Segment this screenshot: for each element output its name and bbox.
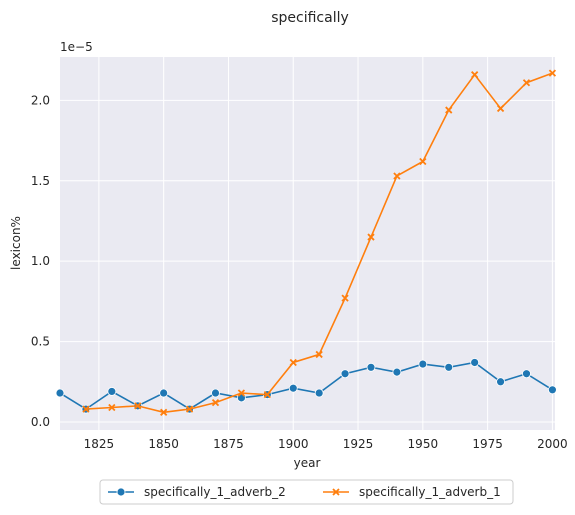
data-point <box>548 69 557 77</box>
x-tick-label: 1900 <box>278 437 309 451</box>
legend-label: specifically_1_adverb_1 <box>359 485 501 499</box>
data-point <box>315 350 323 359</box>
data-point <box>496 377 505 387</box>
x-tick-label: 1825 <box>84 437 115 451</box>
data-point <box>263 390 271 399</box>
data-point <box>522 369 531 379</box>
y-tick-label: 1.5 <box>31 174 50 188</box>
data-point <box>471 71 479 79</box>
data-point <box>340 369 350 379</box>
data-point <box>160 408 168 416</box>
data-point <box>314 388 324 398</box>
legend-marker <box>332 488 340 496</box>
x-tick-label: 1925 <box>343 437 374 451</box>
y-tick-label: 2.0 <box>31 93 50 107</box>
data-point <box>288 383 298 393</box>
data-point <box>185 405 194 413</box>
x-tick-label: 1875 <box>213 437 244 451</box>
data-point <box>419 157 427 166</box>
data-point <box>289 358 297 367</box>
data-point <box>211 388 220 398</box>
data-point <box>444 362 454 372</box>
y-tick-label: 1.0 <box>31 254 50 268</box>
legend-item: specifically_1_adverb_1 <box>323 485 501 499</box>
data-point <box>159 388 169 398</box>
data-point <box>548 385 557 395</box>
y-axis-label: lexicon% <box>9 216 23 270</box>
data-point <box>82 405 90 413</box>
data-point <box>392 367 402 377</box>
data-point <box>366 362 376 372</box>
legend-item: specifically_1_adverb_2 <box>108 485 286 499</box>
data-point <box>418 359 428 369</box>
data-point <box>522 79 531 87</box>
data-point <box>470 358 480 367</box>
plot-area <box>60 57 555 430</box>
data-point <box>107 387 117 396</box>
data-point <box>393 172 401 180</box>
series-specifically_1_adverb_1 <box>82 69 557 416</box>
x-axis-ticks: 1825 1850 1875 1900 1925 1950 1975 2000 <box>84 437 568 451</box>
x-axis-label: year <box>294 456 321 470</box>
x-tick-label: 1850 <box>148 437 179 451</box>
x-tick-label: 1950 <box>408 437 439 451</box>
data-point <box>367 233 375 241</box>
data-point <box>55 388 65 398</box>
data-point <box>108 403 116 412</box>
legend-label: specifically_1_adverb_2 <box>144 485 286 499</box>
data-point <box>237 389 246 397</box>
y-axis-ticks: 0.0 0.5 1.0 1.5 2.0 <box>31 93 50 429</box>
series-layer <box>55 69 557 416</box>
data-point <box>211 399 220 407</box>
x-tick-label: 1975 <box>472 437 503 451</box>
y-axis-offset-label: 1e−5 <box>60 40 93 54</box>
data-point <box>134 402 142 410</box>
grid-lines <box>60 57 555 430</box>
y-tick-label: 0.0 <box>31 415 50 429</box>
y-tick-label: 0.5 <box>31 335 50 349</box>
legend-marker <box>116 487 126 497</box>
legend-box <box>99 479 514 505</box>
legend: specifically_1_adverb_2 specifically_1_ad… <box>99 479 514 505</box>
data-point <box>341 294 349 302</box>
chart-title: specifically <box>271 10 349 26</box>
data-point <box>496 104 505 113</box>
x-tick-label: 2000 <box>537 437 568 451</box>
data-point <box>445 106 453 114</box>
